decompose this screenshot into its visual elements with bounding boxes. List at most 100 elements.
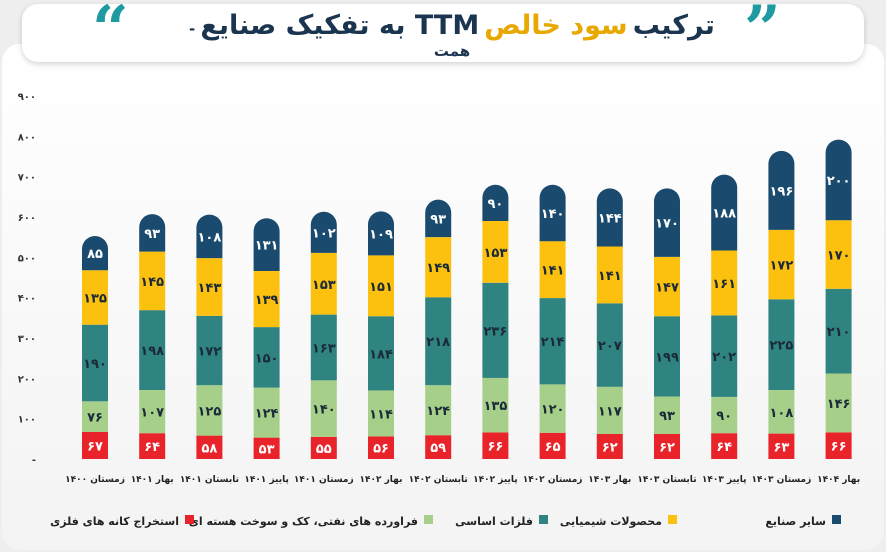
bar-segment bbox=[768, 433, 795, 459]
title-highlight: سود خالص bbox=[484, 10, 628, 41]
data-label: ۱۹۰ bbox=[83, 357, 107, 372]
bar-segment bbox=[482, 282, 509, 378]
data-label: ۱۹۸ bbox=[140, 344, 164, 359]
data-label: ۱۷۲ bbox=[769, 259, 793, 274]
bar-segment bbox=[654, 396, 680, 434]
legend-swatch bbox=[539, 515, 548, 524]
data-label: ۱۵۳ bbox=[483, 246, 507, 261]
bar-segment bbox=[425, 435, 452, 459]
title-unit: - همت bbox=[189, 20, 471, 60]
data-label: ۹۳ bbox=[430, 212, 446, 227]
data-label: ۶۶ bbox=[831, 440, 847, 455]
data-label: ۱۰۷ bbox=[140, 406, 164, 421]
data-label: ۱۸۸ bbox=[712, 207, 736, 222]
x-tick-label: بهار ۱۴۰۱ bbox=[131, 475, 174, 485]
data-label: ۱۱۴ bbox=[369, 407, 393, 422]
x-tick-label: بهار ۱۴۰۲ bbox=[360, 475, 403, 485]
bar-segment bbox=[825, 288, 852, 374]
y-tick-label: - bbox=[32, 455, 36, 466]
bar-segment bbox=[139, 433, 166, 459]
data-label: ۱۲۵ bbox=[197, 404, 221, 419]
bar-segment-other bbox=[711, 174, 738, 251]
x-tick-label: زمستان ۱۴۰۳ bbox=[752, 475, 812, 485]
data-label: ۱۳۱ bbox=[255, 239, 279, 254]
data-label: ۷۶ bbox=[87, 411, 103, 426]
bar-segment bbox=[539, 241, 566, 299]
bar-segment bbox=[768, 299, 795, 391]
data-label: ۲۱۴ bbox=[541, 335, 565, 350]
data-label: ۲۱۰ bbox=[827, 325, 851, 340]
bar-segment bbox=[82, 324, 108, 402]
bar-segment-other bbox=[139, 214, 166, 252]
bar-segment bbox=[253, 387, 280, 438]
data-label: ۶۲ bbox=[659, 440, 675, 455]
bar-segment bbox=[768, 229, 795, 300]
data-label: ۱۴۴ bbox=[598, 211, 622, 226]
bar-segment bbox=[825, 220, 852, 289]
bar-segment-other bbox=[425, 199, 452, 238]
data-label: ۱۴۵ bbox=[140, 275, 164, 290]
title-banner: “ ” ترکیب سود خالص TTM به تفکیک صنایع - … bbox=[22, 0, 864, 62]
bar-segment bbox=[368, 436, 394, 459]
legend-swatch bbox=[185, 515, 194, 524]
x-tick-label: زمستان ۱۴۰۱ bbox=[294, 475, 354, 485]
data-label: ۲۲۵ bbox=[769, 339, 793, 354]
data-label: ۱۶۱ bbox=[712, 277, 736, 292]
bar-segment bbox=[139, 390, 166, 434]
data-label: ۱۳۵ bbox=[83, 291, 107, 306]
data-label: ۱۴۰ bbox=[541, 207, 565, 222]
data-label: ۶۴ bbox=[716, 440, 732, 455]
data-label: ۱۰۹ bbox=[369, 227, 393, 242]
legend-label: فراورده های نفتی، کک و سوخت هسته ای bbox=[189, 515, 418, 528]
x-tick-label: تابستان ۱۴۰۳ bbox=[637, 475, 696, 485]
quote-open-icon: “ bbox=[92, 0, 129, 67]
bar-segment bbox=[539, 298, 566, 385]
data-label: ۸۵ bbox=[87, 247, 103, 262]
title-main: ترکیب bbox=[632, 10, 715, 41]
x-tick-label: تابستان ۱۴۰۱ bbox=[180, 475, 239, 485]
data-label: ۵۹ bbox=[430, 441, 446, 456]
bar-segment bbox=[711, 250, 738, 316]
y-tick-label: ۶۰۰ bbox=[18, 213, 36, 224]
data-label: ۱۳۵ bbox=[483, 399, 507, 414]
bar-segment bbox=[711, 315, 738, 397]
bar-segment bbox=[196, 315, 223, 386]
data-label: ۶۷ bbox=[87, 439, 103, 454]
bar-segment bbox=[482, 221, 509, 283]
data-label: ۱۲۰ bbox=[541, 403, 565, 418]
x-tick-label: پاییز ۱۴۰۱ bbox=[244, 475, 289, 485]
data-label: ۹۳ bbox=[659, 409, 675, 424]
bar-segment-other bbox=[825, 139, 852, 221]
bar-segment bbox=[825, 432, 852, 459]
legend-label: استخراج کانه های فلزی bbox=[50, 515, 179, 529]
bar-segment bbox=[482, 432, 509, 459]
bar-segment bbox=[253, 327, 280, 388]
bar-segment bbox=[539, 432, 566, 459]
data-label: ۱۵۰ bbox=[255, 351, 279, 366]
data-label: ۱۴۰ bbox=[312, 403, 336, 418]
bar-segment bbox=[425, 237, 452, 298]
data-label: ۲۳۶ bbox=[483, 324, 507, 339]
y-tick-label: ۹۰۰ bbox=[18, 92, 36, 103]
data-label: ۱۵۱ bbox=[369, 280, 393, 295]
data-label: ۱۴۱ bbox=[541, 264, 565, 279]
data-label: ۲۰۷ bbox=[598, 339, 622, 354]
bar-segment bbox=[196, 435, 223, 459]
data-label: ۶۴ bbox=[144, 440, 160, 455]
legend-label: سایر صنایع bbox=[765, 515, 826, 528]
legend: سایر صنایع محصولات شیمیایی فلزات اساسی فراو… bbox=[50, 515, 841, 529]
bar-segment-other bbox=[82, 235, 108, 271]
y-tick-label: ۴۰۰ bbox=[18, 294, 36, 305]
legend-label: فلزات اساسی bbox=[455, 515, 533, 528]
data-label: ۱۴۶ bbox=[827, 397, 851, 412]
data-label: ۱۲۴ bbox=[426, 404, 450, 419]
bar-segment bbox=[482, 377, 509, 433]
data-label: ۹۰ bbox=[716, 409, 732, 424]
data-label: ۱۴۱ bbox=[598, 269, 622, 284]
data-label: ۶۳ bbox=[773, 440, 789, 455]
bar-segment bbox=[711, 396, 738, 434]
bar-segment bbox=[425, 297, 452, 386]
bar-segment bbox=[825, 373, 852, 433]
bar-segment bbox=[310, 314, 337, 381]
bar-segment bbox=[596, 246, 623, 304]
